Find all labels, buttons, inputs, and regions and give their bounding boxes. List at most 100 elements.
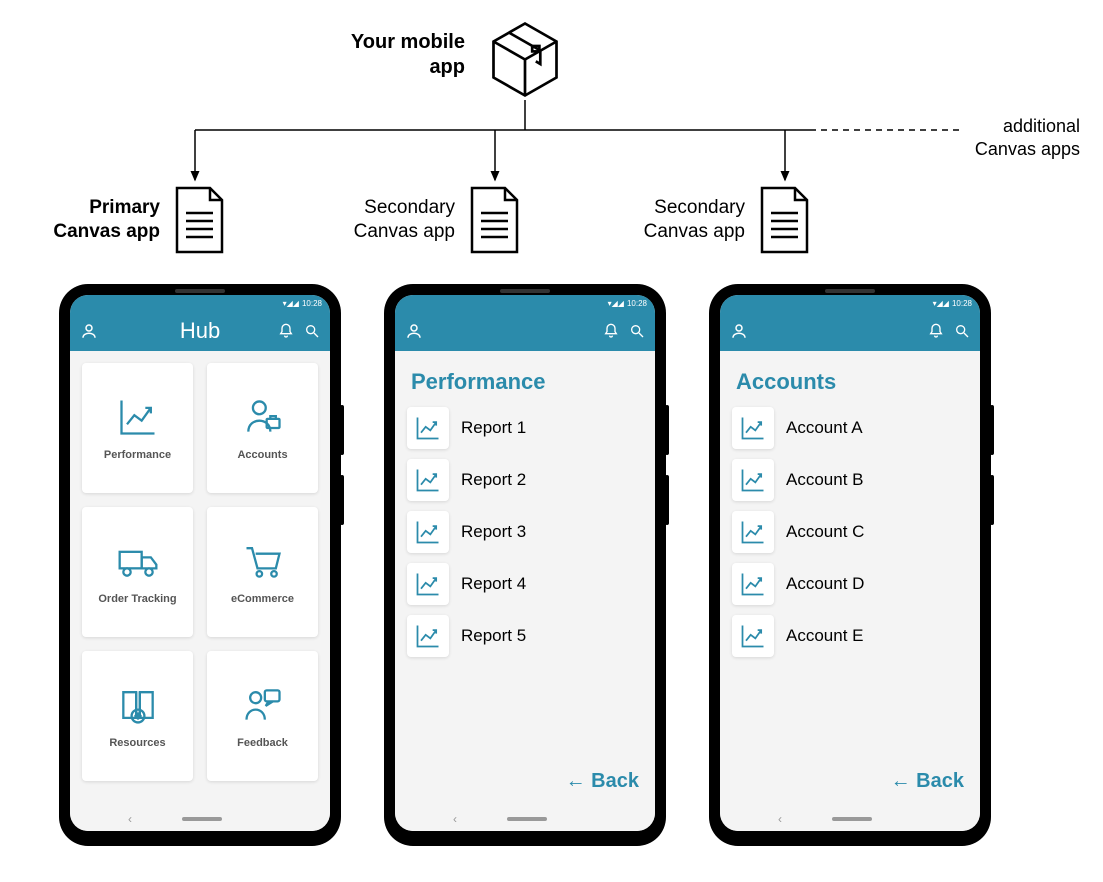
status-bar: ▾◢◢10:28 [70,295,330,311]
hub-tile-accounts[interactable]: Accounts [207,363,318,493]
chart-icon [407,511,449,553]
bell-icon[interactable] [278,323,294,339]
android-nav: ‹ [70,807,330,831]
hub-tile-ecommerce[interactable]: eCommerce [207,507,318,637]
secondary-canvas-block-2: Secondary Canvas app [625,185,812,255]
phone-speaker [500,289,550,293]
phone-speaker [825,289,875,293]
accounts-content: Accounts Account AAccount BAccount CAcco… [720,351,980,807]
list-item-label: Account B [786,470,864,490]
list-item[interactable]: Account C [732,511,968,553]
tile-label: Performance [104,449,171,461]
back-button[interactable]: ← Back [566,764,643,795]
phone-hub: ▾◢◢10:28 Hub Performance Accounts Order Tr… [60,285,340,845]
hub-tile-resources[interactable]: Resources [82,651,193,781]
cart-icon [241,539,285,583]
list-item[interactable]: Report 3 [407,511,643,553]
tile-label: Feedback [237,737,288,749]
search-icon[interactable] [629,323,645,339]
list-item-label: Account D [786,574,864,594]
list-item-label: Account E [786,626,864,646]
chart-icon [732,407,774,449]
tile-label: eCommerce [231,593,294,605]
list-item[interactable]: Report 4 [407,563,643,605]
chart-icon [732,511,774,553]
search-icon[interactable] [304,323,320,339]
phone-screen: ▾◢◢10:28 Accounts Account AAccount BAcco… [720,295,980,831]
app-bar [720,311,980,351]
chart-icon [732,615,774,657]
app-bar [395,311,655,351]
performance-content: Performance Report 1Report 2Report 3Repo… [395,351,655,807]
phone-performance: ▾◢◢10:28 Performance Report 1Report 2Rep… [385,285,665,845]
list-item[interactable]: Account A [732,407,968,449]
report-list: Report 1 Report 2 Report 3 Report 4 Report 5 [407,407,643,657]
back-button[interactable]: ← Back [891,764,968,795]
tile-label: Accounts [237,449,287,461]
status-bar: ▾◢◢10:28 [720,295,980,311]
truck-icon [116,539,160,583]
user-icon[interactable] [80,322,98,340]
list-item[interactable]: Report 5 [407,615,643,657]
hub-content: Performance Accounts Order Tracking eCommer… [70,351,330,807]
list-item-label: Report 2 [461,470,526,490]
search-icon[interactable] [954,323,970,339]
top-label: Your mobile app [325,30,465,80]
phone-speaker [175,289,225,293]
account-list: Account A Account B Account C Account D Acco… [732,407,968,657]
tile-label: Resources [109,737,165,749]
primary-canvas-block: Primary Canvas app [40,185,227,255]
chart-icon [407,563,449,605]
bell-icon[interactable] [603,323,619,339]
chart-icon [407,407,449,449]
screen-title: Accounts [736,369,964,395]
app-bar: Hub [70,311,330,351]
list-item[interactable]: Report 2 [407,459,643,501]
screen-title: Performance [411,369,639,395]
list-item-label: Report 3 [461,522,526,542]
chart-icon [116,395,160,439]
document-icon [172,185,227,255]
list-item-label: Report 1 [461,418,526,438]
list-item[interactable]: Account E [732,615,968,657]
list-item-label: Report 5 [461,626,526,646]
hub-grid: Performance Accounts Order Tracking eCommer… [82,363,318,781]
phones-row: ▾◢◢10:28 Hub Performance Accounts Order Tr… [60,285,990,845]
package-icon [480,10,570,100]
chart-icon [732,563,774,605]
list-item-label: Account C [786,522,864,542]
chart-icon [732,459,774,501]
document-icon [467,185,522,255]
feedback-icon [241,683,285,727]
list-item-label: Report 4 [461,574,526,594]
tile-label: Order Tracking [98,593,176,605]
list-item[interactable]: Report 1 [407,407,643,449]
bell-icon[interactable] [928,323,944,339]
secondary-canvas-label-1: Secondary Canvas app [335,196,455,244]
phone-screen: ▾◢◢10:28 Performance Report 1Report 2Rep… [395,295,655,831]
primary-canvas-label: Primary Canvas app [40,196,160,244]
additional-apps-label: additional Canvas apps [960,115,1080,162]
hub-tile-feedback[interactable]: Feedback [207,651,318,781]
list-item[interactable]: Account B [732,459,968,501]
phone-screen: ▾◢◢10:28 Hub Performance Accounts Order Tr… [70,295,330,831]
user-icon[interactable] [405,322,423,340]
phone-accounts: ▾◢◢10:28 Accounts Account AAccount BAcco… [710,285,990,845]
secondary-canvas-block-1: Secondary Canvas app [335,185,522,255]
app-title: Hub [180,318,220,344]
chart-icon [407,615,449,657]
android-nav: ‹ [720,807,980,831]
android-nav: ‹ [395,807,655,831]
document-icon [757,185,812,255]
list-item-label: Account A [786,418,863,438]
status-bar: ▾◢◢10:28 [395,295,655,311]
chart-icon [407,459,449,501]
secondary-canvas-label-2: Secondary Canvas app [625,196,745,244]
user-icon[interactable] [730,322,748,340]
book-icon [116,683,160,727]
hub-tile-order-tracking[interactable]: Order Tracking [82,507,193,637]
person-icon [241,395,285,439]
list-item[interactable]: Account D [732,563,968,605]
hub-tile-performance[interactable]: Performance [82,363,193,493]
architecture-diagram: Your mobile app additional Canvas apps P… [0,0,1103,882]
